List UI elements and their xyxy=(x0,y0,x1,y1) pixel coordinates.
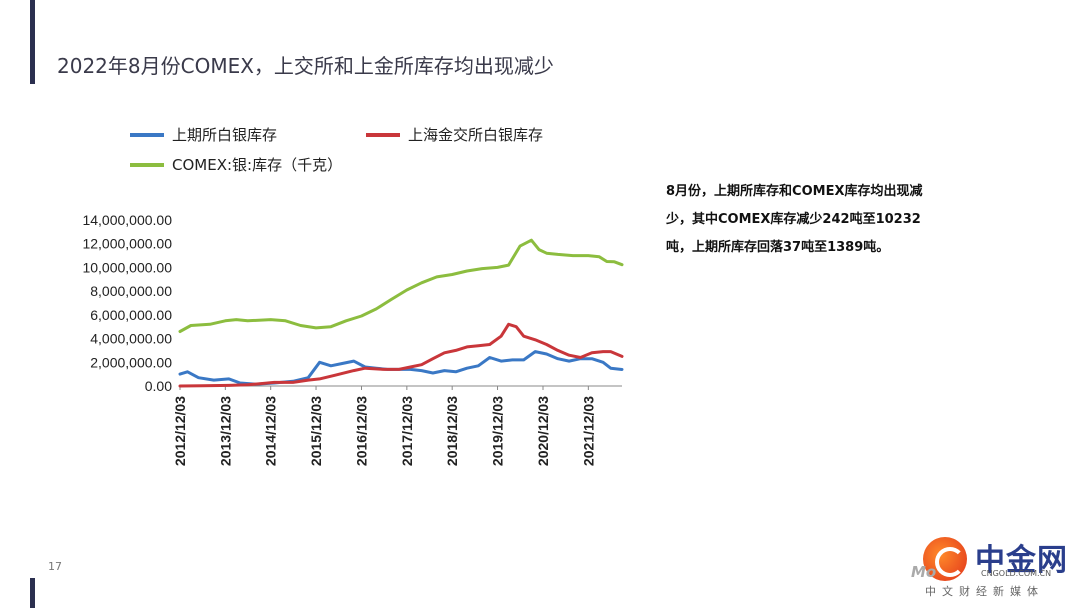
series-line-comex-silver xyxy=(178,238,624,333)
x-tick-label: 2012/12/03 xyxy=(172,396,188,466)
x-tick-label: 2016/12/03 xyxy=(353,396,369,466)
legend-item-shfe: 上期所白银库存 xyxy=(130,124,277,145)
accent-bar-top xyxy=(30,0,35,84)
logo-swirl-icon xyxy=(935,547,965,577)
series-line-sge-silver xyxy=(178,322,624,388)
x-tick-label: 2018/12/03 xyxy=(444,396,460,466)
legend-swatch-comex xyxy=(130,162,164,167)
cngold-logo: Mo 中金网 CNGOLD.COM.CN 中文财经新媒体 xyxy=(905,533,1075,603)
legend-item-sge: 上海金交所白银库存 xyxy=(366,124,543,145)
page-number: 17 xyxy=(48,560,62,573)
slide-title: 2022年8月份COMEX，上交所和上金所库存均出现减少 xyxy=(57,54,554,78)
x-tick-label: 2020/12/03 xyxy=(535,396,551,466)
y-tick-label: 8,000,000.00 xyxy=(90,283,172,299)
logo-circle-icon xyxy=(923,537,967,581)
logo-name: 中金网 xyxy=(975,543,1068,578)
note-line: 少，其中COMEX库存减少242吨至10232 xyxy=(666,212,921,227)
x-tick-label: 2021/12/03 xyxy=(580,396,596,466)
y-tick-label: 12,000,000.00 xyxy=(82,236,172,252)
y-tick-label: 14,000,000.00 xyxy=(82,212,172,228)
accent-bar-bottom xyxy=(30,578,35,608)
legend-item-comex: COMEX:银:库存（千克） xyxy=(130,154,342,175)
x-tick-label: 2015/12/03 xyxy=(308,396,324,466)
logo-tagline: 中文财经新媒体 xyxy=(925,585,1044,598)
x-tick-label: 2013/12/03 xyxy=(217,396,233,466)
legend-label-comex: COMEX:银:库存（千克） xyxy=(172,156,343,174)
y-tick-label: 0.00 xyxy=(145,378,172,394)
x-tick-label: 2014/12/03 xyxy=(263,396,279,466)
x-tick-label: 2019/12/03 xyxy=(490,396,506,466)
inventory-note: 8月份，上期所库存和COMEX库存均出现减 少，其中COMEX库存减少242吨至… xyxy=(666,178,986,262)
y-tick-label: 10,000,000.00 xyxy=(82,259,172,275)
y-tick-label: 6,000,000.00 xyxy=(90,307,172,323)
note-line: 吨，上期所库存回落37吨至1389吨。 xyxy=(666,240,890,255)
legend-label-shfe: 上期所白银库存 xyxy=(172,126,278,144)
legend-label-sge: 上海金交所白银库存 xyxy=(408,126,544,144)
legend-swatch-sge xyxy=(366,132,400,137)
y-tick-label: 4,000,000.00 xyxy=(90,331,172,347)
logo-domain: CNGOLD.COM.CN xyxy=(981,569,1052,578)
y-tick-label: 2,000,000.00 xyxy=(90,354,172,370)
x-tick-label: 2017/12/03 xyxy=(399,396,415,466)
logo-mark: Mo xyxy=(911,563,937,581)
inventory-line-chart: 0.00 2,000,000.00 4,000,000.00 6,000,000.00… xyxy=(82,212,624,466)
legend-swatch-shfe xyxy=(130,132,164,137)
note-line: 8月份，上期所库存和COMEX库存均出现减 xyxy=(666,184,923,199)
